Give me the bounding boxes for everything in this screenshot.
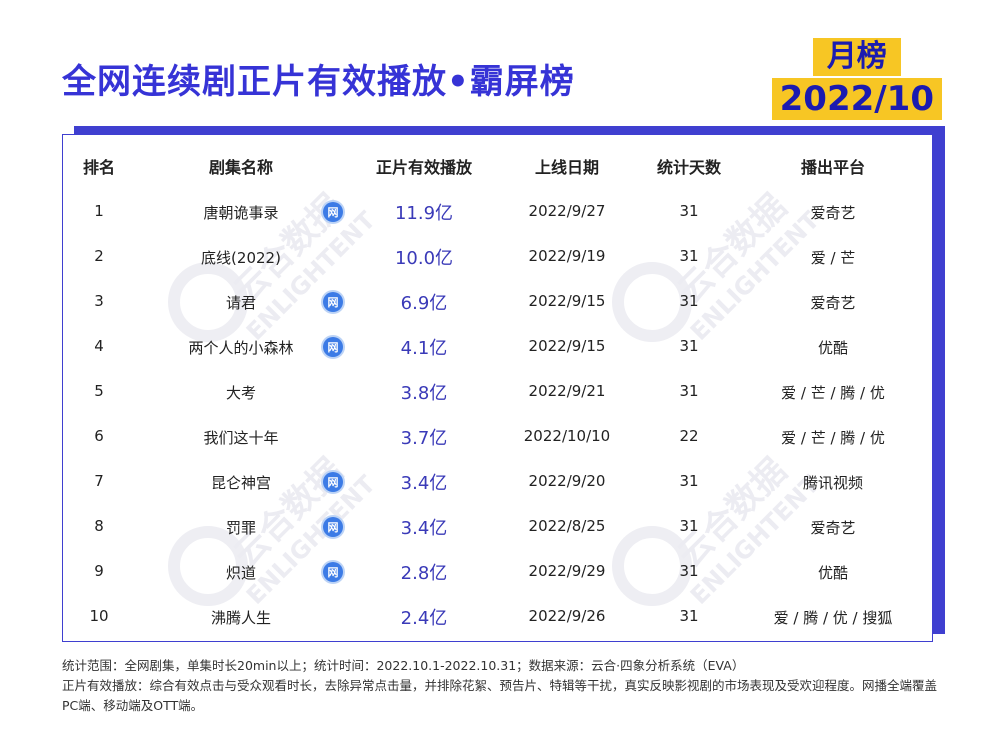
- header-rank: 排名: [82, 158, 116, 177]
- title-cell: 沸腾人生: [210, 609, 272, 627]
- web-exclusive-icon: 网: [323, 517, 343, 537]
- days-cell: 31: [679, 337, 699, 355]
- days-cell: 31: [679, 382, 699, 400]
- badge-period-type: 月榜: [812, 38, 901, 76]
- days-cell: 31: [679, 202, 699, 220]
- platform-cell: 爱奇艺: [810, 294, 856, 312]
- header-views: 正片有效播放: [375, 158, 473, 177]
- rank-cell: 3: [94, 292, 104, 310]
- release-date-cell: 2022/9/29: [528, 562, 606, 580]
- title-cell: 请君: [225, 294, 257, 312]
- rank-cell: 1: [94, 202, 104, 220]
- badge-period-date: 2022/10: [771, 78, 942, 120]
- header-days: 统计天数: [656, 158, 722, 177]
- footnote: 统计范围：全网剧集，单集时长20min以上；统计时间：2022.10.1-202…: [62, 656, 942, 716]
- release-date-cell: 2022/8/25: [528, 517, 606, 535]
- views-cell: 11.9亿: [394, 203, 454, 224]
- footnote-scope: 统计范围：全网剧集，单集时长20min以上；统计时间：2022.10.1-202…: [62, 658, 745, 673]
- release-date-cell: 2022/9/20: [528, 472, 606, 490]
- platform-cell: 爱 / 腾 / 优 / 搜狐: [773, 609, 893, 627]
- views-cell: 3.4亿: [400, 518, 448, 539]
- header-release-date: 上线日期: [534, 158, 600, 177]
- rank-cell: 10: [89, 607, 109, 625]
- views-cell: 6.9亿: [400, 293, 448, 314]
- rank-cell: 8: [94, 517, 104, 535]
- views-cell: 2.4亿: [400, 608, 448, 629]
- days-cell: 31: [679, 292, 699, 310]
- platform-cell: 优酷: [817, 564, 849, 582]
- days-cell: 31: [679, 247, 699, 265]
- header-title: 剧集名称: [208, 158, 274, 177]
- platform-cell: 腾讯视频: [802, 474, 864, 492]
- platform-cell: 优酷: [817, 339, 849, 357]
- release-date-cell: 2022/10/10: [523, 427, 611, 445]
- title-cell: 炽道: [225, 564, 257, 582]
- platform-cell: 爱 / 芒 / 腾 / 优: [781, 384, 885, 402]
- views-cell: 10.0亿: [394, 248, 454, 269]
- platform-cell: 爱 / 芒 / 腾 / 优: [781, 429, 885, 447]
- release-date-cell: 2022/9/27: [528, 202, 606, 220]
- header-platform: 播出平台: [800, 158, 866, 177]
- footnote-definition: 正片有效播放：综合有效点击与受众观看时长，去除异常点击量，并排除花絮、预告片、特…: [62, 678, 938, 713]
- days-cell: 31: [679, 517, 699, 535]
- release-date-cell: 2022/9/19: [528, 247, 606, 265]
- views-cell: 3.7亿: [400, 428, 448, 449]
- days-cell: 22: [679, 427, 699, 445]
- views-cell: 4.1亿: [400, 338, 448, 359]
- release-date-cell: 2022/9/21: [528, 382, 606, 400]
- views-cell: 2.8亿: [400, 563, 448, 584]
- release-date-cell: 2022/9/15: [528, 337, 606, 355]
- rank-cell: 6: [94, 427, 104, 445]
- days-cell: 31: [679, 562, 699, 580]
- release-date-cell: 2022/9/15: [528, 292, 606, 310]
- rank-cell: 2: [94, 247, 104, 265]
- web-exclusive-icon: 网: [323, 337, 343, 357]
- web-exclusive-icon: 网: [323, 472, 343, 492]
- platform-cell: 爱奇艺: [810, 204, 856, 222]
- title-cell: 昆仑神宫: [210, 474, 272, 492]
- release-date-cell: 2022/9/26: [528, 607, 606, 625]
- period-badge: 月榜 2022/10: [771, 38, 942, 120]
- web-exclusive-icon: 网: [323, 562, 343, 582]
- views-cell: 3.4亿: [400, 473, 448, 494]
- days-cell: 31: [679, 607, 699, 625]
- web-exclusive-icon: 网: [323, 202, 343, 222]
- title-cell: 我们这十年: [203, 429, 279, 447]
- rank-cell: 9: [94, 562, 104, 580]
- page-title: 全网连续剧正片有效播放•霸屏榜: [62, 62, 575, 102]
- title-cell: 罚罪: [225, 519, 257, 537]
- title-cell: 两个人的小森林: [188, 339, 294, 357]
- title-cell: 底线(2022): [201, 249, 281, 267]
- platform-cell: 爱奇艺: [810, 519, 856, 537]
- platform-cell: 爱 / 芒: [810, 249, 856, 267]
- title-cell: 大考: [225, 384, 257, 402]
- views-cell: 3.8亿: [400, 383, 448, 404]
- rank-cell: 7: [94, 472, 104, 490]
- rank-cell: 5: [94, 382, 104, 400]
- rank-cell: 4: [94, 337, 104, 355]
- title-cell: 唐朝诡事录: [203, 204, 279, 222]
- days-cell: 31: [679, 472, 699, 490]
- web-exclusive-icon: 网: [323, 292, 343, 312]
